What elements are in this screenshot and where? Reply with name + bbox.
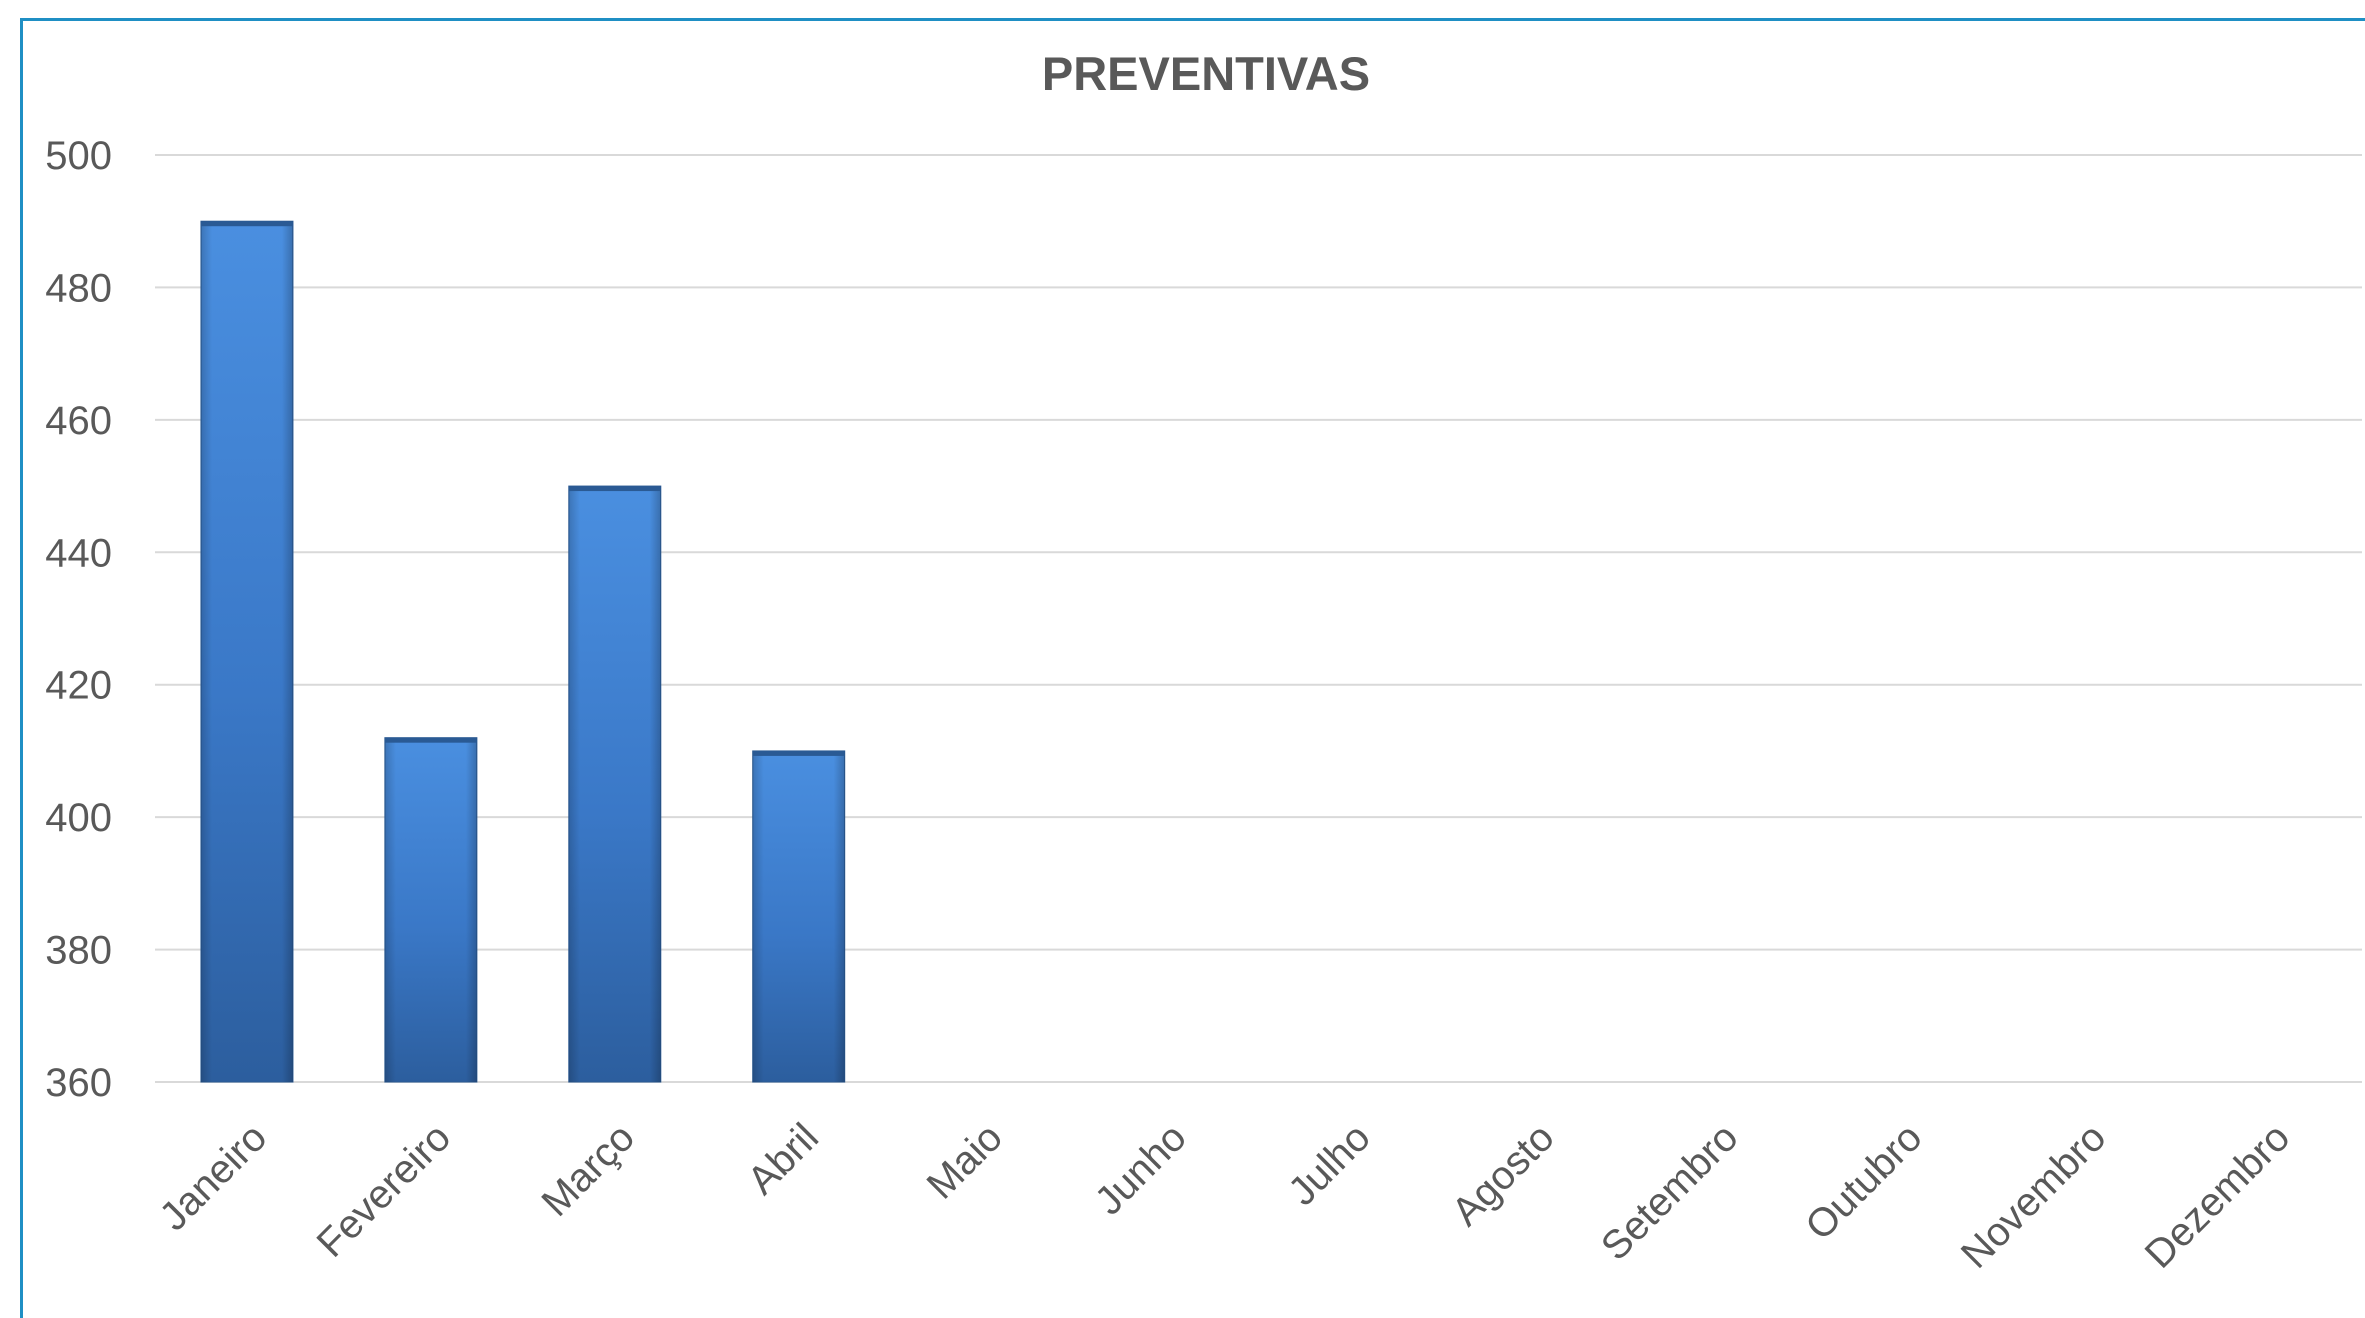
x-tick-label: Março — [533, 1115, 643, 1225]
x-tick-label: Setembro — [1593, 1115, 1747, 1269]
y-tick-label: 380 — [45, 929, 112, 973]
x-tick-label: Abril — [739, 1115, 827, 1203]
x-tick-label: Janeiro — [151, 1115, 275, 1239]
y-tick-label: 480 — [45, 266, 112, 310]
x-tick-label: Maio — [919, 1115, 1011, 1207]
bar — [200, 220, 294, 1083]
x-tick-label: Junho — [1087, 1115, 1195, 1223]
chart-title: PREVENTIVAS — [1042, 47, 1370, 100]
x-tick-label: Dezembro — [2137, 1115, 2299, 1277]
y-tick-label: 420 — [45, 664, 112, 708]
y-tick-label: 460 — [45, 399, 112, 443]
y-tick-label: 360 — [45, 1061, 112, 1105]
x-tick-label: Agosto — [1444, 1115, 1563, 1234]
chart-frame — [20, 18, 2365, 1318]
x-tick-label: Julho — [1280, 1115, 1379, 1214]
x-tick-label: Fevereiro — [309, 1115, 460, 1266]
bar — [568, 485, 662, 1083]
y-tick-label: 440 — [45, 531, 112, 575]
y-tick-label: 500 — [45, 134, 112, 178]
bar — [752, 750, 846, 1083]
y-tick-label: 400 — [45, 796, 112, 840]
bar — [384, 737, 478, 1083]
x-tick-label: Novembro — [1953, 1115, 2115, 1277]
x-tick-label: Outubro — [1797, 1115, 1930, 1248]
